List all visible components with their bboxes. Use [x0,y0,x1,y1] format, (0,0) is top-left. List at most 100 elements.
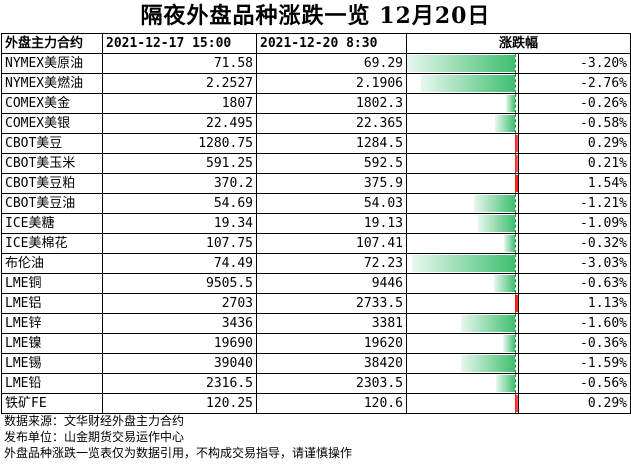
zero-line [515,274,516,293]
table-row: CBOT美玉米 591.25 592.5 0.21% [1,153,631,174]
curr-price: 38420 [256,353,407,374]
change-percent: -3.20% [517,53,631,74]
contract-name: LME铅 [1,373,103,394]
decline-bar [460,315,515,332]
prev-price: 54.69 [102,193,257,214]
change-bar-cell [406,193,519,214]
contract-name: LME锡 [1,353,103,374]
prev-price: 19.34 [102,213,257,234]
prev-price: 2.2527 [102,73,257,94]
prev-price: 1807 [102,93,257,114]
zero-line [515,314,516,333]
table-row: CBOT美豆 1280.75 1284.5 0.29% [1,133,631,154]
prev-price: 22.495 [102,113,257,134]
change-bar-cell [406,233,519,254]
change-percent: -1.09% [517,213,631,234]
curr-price: 69.29 [256,53,407,74]
change-percent: -0.58% [517,113,631,134]
rise-bar [515,395,518,412]
curr-price: 120.6 [256,393,407,414]
change-bar-cell [406,333,519,354]
rise-bar [515,295,518,312]
table-row: LME铝 2703 2733.5 1.13% [1,293,631,314]
footer-disclaimer: 外盘品种涨跌一览表仅为数据引用，不构成交易指导，请谨慎操作 [4,446,353,460]
table-row: LME锡 39040 38420 -1.59% [1,353,631,374]
change-bar-cell [406,153,519,174]
zero-line [515,74,516,93]
zero-line [515,194,516,213]
zero-line [515,334,516,353]
zero-line [515,354,516,373]
table-row: LME镍 19690 19620 -0.36% [1,333,631,354]
prev-price: 9505.5 [102,273,257,294]
contract-name: NYMEX美燃油 [1,73,103,94]
header-change: 涨跌幅 [405,33,631,54]
contract-name: LME锌 [1,313,103,334]
change-bar-cell [406,53,519,74]
curr-price: 1284.5 [256,133,407,154]
table-row: CBOT美豆油 54.69 54.03 -1.21% [1,193,631,214]
prev-price: 370.2 [102,173,257,194]
table-row: NYMEX美燃油 2.2527 2.1906 -2.76% [1,73,631,94]
curr-price: 2.1906 [256,73,407,94]
curr-price: 22.365 [256,113,407,134]
contract-name: LME镍 [1,333,103,354]
curr-price: 54.03 [256,193,407,214]
curr-price: 592.5 [256,153,407,174]
prev-price: 120.25 [102,393,257,414]
decline-bar [411,255,515,272]
price-table: 外盘主力合约 2021-12-17 15:00 2021-12-20 8:30 … [1,33,631,414]
table-row: LME铅 2316.5 2303.5 -0.56% [1,373,631,394]
change-bar-cell [406,273,519,294]
table-row: NYMEX美原油 71.58 69.29 -3.20% [1,53,631,74]
prev-price: 74.49 [102,253,257,274]
change-bar-cell [406,113,519,134]
curr-price: 9446 [256,273,407,294]
table-row: CBOT美豆粕 370.2 375.9 1.54% [1,173,631,194]
table-row: COMEX美金 1807 1802.3 -0.26% [1,93,631,114]
contract-name: ICE美棉花 [1,233,103,254]
contract-name: COMEX美银 [1,113,103,134]
change-percent: 1.54% [517,173,631,194]
curr-price: 2303.5 [256,373,407,394]
header-contract: 外盘主力合约 [1,33,103,54]
prev-price: 107.75 [102,233,257,254]
rise-bar [515,175,518,192]
contract-name: 铁矿FE [1,393,103,414]
change-percent: -1.60% [517,313,631,334]
prev-price: 71.58 [102,53,257,74]
change-bar-cell [406,133,519,154]
prev-price: 3436 [102,313,257,334]
prev-price: 591.25 [102,153,257,174]
decline-bar [506,95,515,112]
change-bar-cell [406,213,519,234]
change-bar-cell [406,373,519,394]
curr-price: 19.13 [256,213,407,234]
table-row: LME铜 9505.5 9446 -0.63% [1,273,631,294]
table-row: 铁矿FE 120.25 120.6 0.29% [1,393,631,414]
curr-price: 107.41 [256,233,407,254]
zero-line [515,94,516,113]
rise-bar [515,135,518,152]
decline-bar [495,115,515,132]
footer-source: 数据来源：文华财经外盘主力合约 [4,414,185,428]
change-percent: -1.21% [517,193,631,214]
prev-price: 2703 [102,293,257,314]
decline-bar [473,195,515,212]
change-percent: -2.76% [517,73,631,94]
contract-name: ICE美糖 [1,213,103,234]
curr-price: 1802.3 [256,93,407,114]
zero-line [515,234,516,253]
change-bar-cell [406,73,519,94]
contract-name: LME铝 [1,293,103,314]
table-row: LME锌 3436 3381 -1.60% [1,313,631,334]
change-bar-cell [406,293,519,314]
decline-bar [495,375,515,392]
decline-bar [502,335,515,352]
decline-bar [477,215,515,232]
change-bar-cell [406,93,519,114]
change-percent: -1.59% [517,353,631,374]
contract-name: COMEX美金 [1,93,103,114]
change-bar-cell [406,253,519,274]
